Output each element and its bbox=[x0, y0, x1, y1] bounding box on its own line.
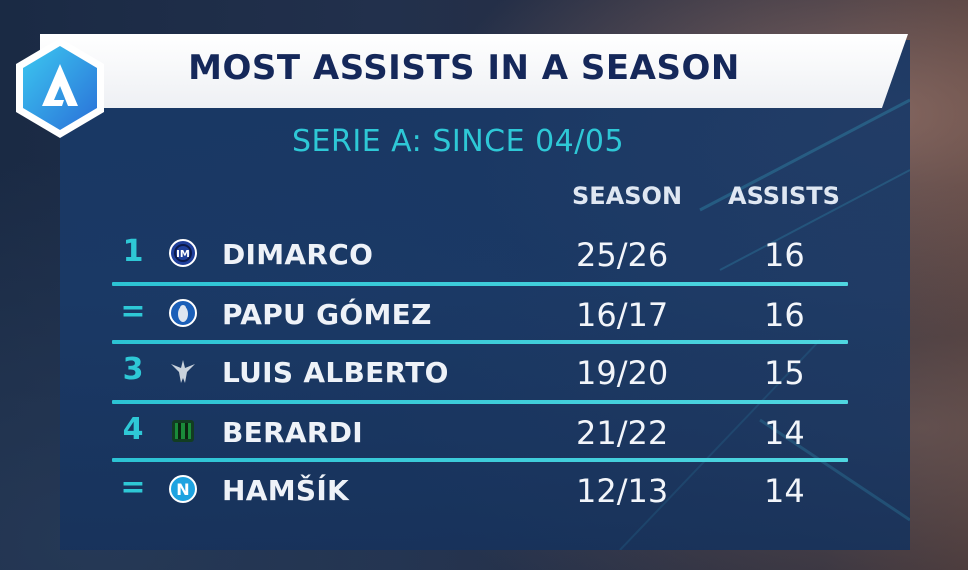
rank: 3 bbox=[122, 352, 144, 387]
rank: 1 bbox=[122, 234, 144, 269]
assists-value: 14 bbox=[764, 472, 805, 510]
table-row: 4 BERARDI 21/22 14 bbox=[112, 406, 848, 462]
lazio-crest-icon bbox=[171, 360, 195, 383]
assists-value: 15 bbox=[764, 354, 805, 392]
table-row: = N HAMŠÍK 12/13 14 bbox=[112, 464, 848, 520]
sassuolo-crest-icon bbox=[172, 420, 194, 442]
svg-text:N: N bbox=[176, 480, 189, 499]
season-value: 19/20 bbox=[576, 354, 669, 392]
rank: = bbox=[120, 470, 146, 505]
season-value: 12/13 bbox=[576, 472, 669, 510]
svg-text:IM: IM bbox=[176, 249, 190, 260]
table-row: 3 LUIS ALBERTO 19/20 15 bbox=[112, 346, 848, 402]
season-value: 25/26 bbox=[576, 236, 669, 274]
table-row: = PAPU GÓMEZ 16/17 16 bbox=[112, 288, 848, 344]
rank: = bbox=[120, 294, 146, 329]
inter-crest-icon: IM bbox=[169, 239, 197, 267]
player-name: BERARDI bbox=[222, 416, 364, 449]
stats-panel bbox=[60, 40, 910, 550]
assists-column-header: ASSISTS bbox=[728, 182, 840, 210]
season-value: 21/22 bbox=[576, 414, 669, 452]
season-column-header: SEASON bbox=[572, 182, 683, 210]
napoli-crest-icon: N bbox=[169, 475, 197, 503]
page-title: MOST ASSISTS IN A SEASON bbox=[188, 48, 740, 88]
assists-value: 16 bbox=[764, 236, 805, 274]
row-divider bbox=[112, 282, 848, 286]
player-name: DIMARCO bbox=[222, 238, 374, 271]
row-divider bbox=[112, 340, 848, 344]
assists-value: 16 bbox=[764, 296, 805, 334]
season-value: 16/17 bbox=[576, 296, 669, 334]
player-name: PAPU GÓMEZ bbox=[222, 298, 432, 331]
subtitle: SERIE A: SINCE 04/05 bbox=[292, 124, 625, 159]
serie-a-logo-icon bbox=[16, 38, 104, 138]
player-name: HAMŠÍK bbox=[222, 474, 350, 507]
row-divider bbox=[112, 458, 848, 462]
table-row: 1 IM DIMARCO 25/26 16 bbox=[112, 228, 848, 284]
title-bar: MOST ASSISTS IN A SEASON bbox=[40, 34, 908, 108]
player-name: LUIS ALBERTO bbox=[222, 356, 449, 389]
row-divider bbox=[112, 400, 848, 404]
rank: 4 bbox=[122, 412, 144, 447]
assists-value: 14 bbox=[764, 414, 805, 452]
atalanta-crest-icon bbox=[169, 299, 197, 327]
